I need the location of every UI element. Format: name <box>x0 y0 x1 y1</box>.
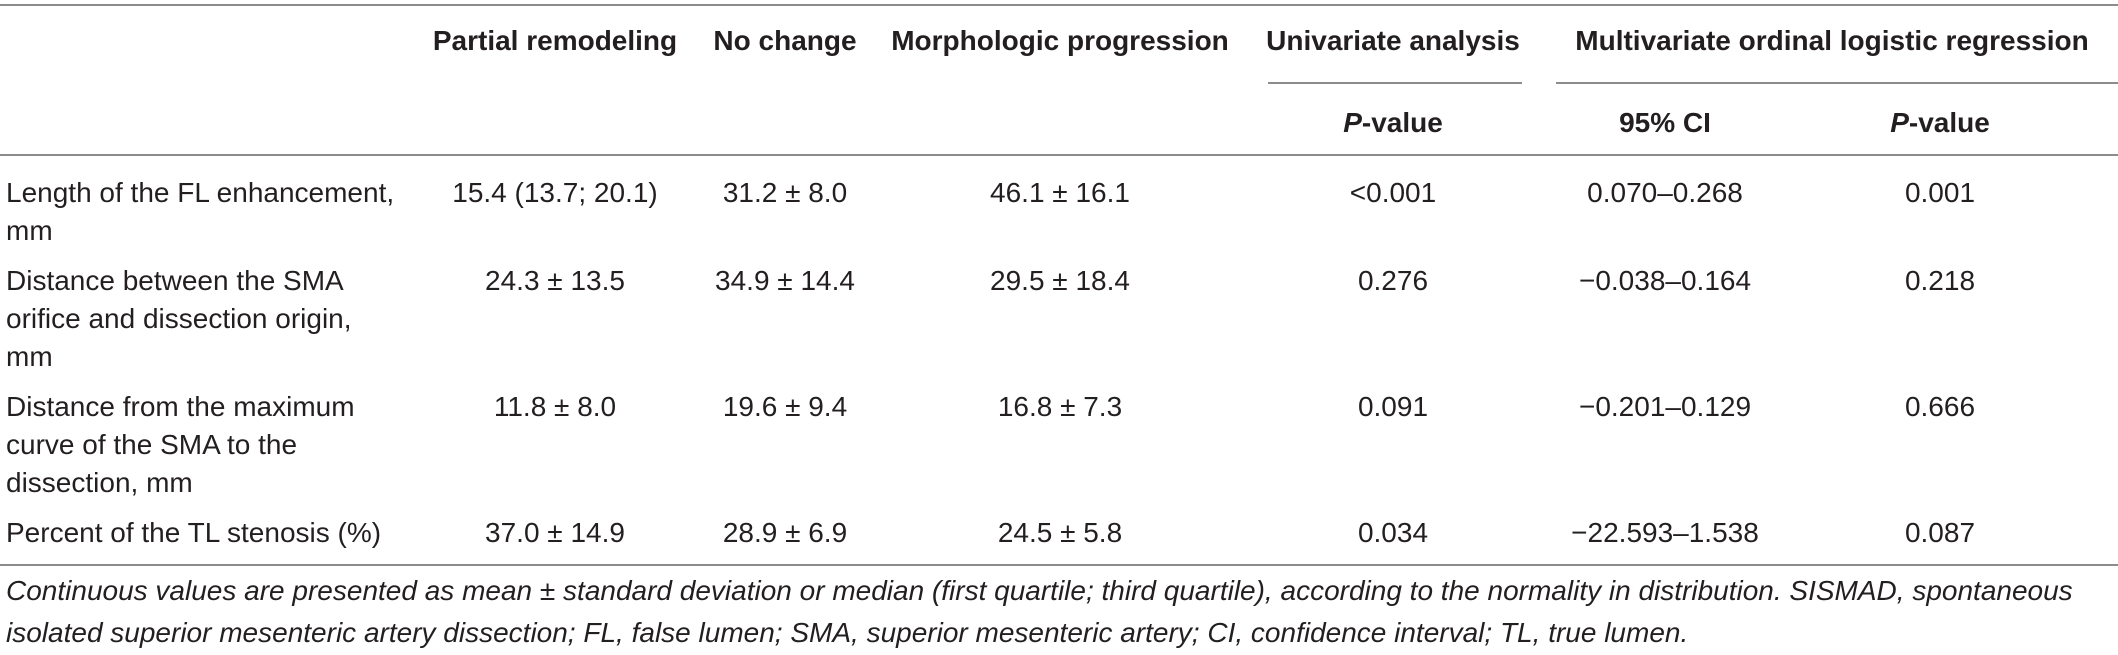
cell-partial-remodeling: 15.4 (13.7; 20.1) <box>452 177 658 208</box>
row-label: Percent of the TL stenosis (%) <box>6 517 382 548</box>
header-bottom-rule <box>0 154 2118 156</box>
cell-no-change: 28.9 ± 6.9 <box>722 517 848 548</box>
cell-multivariate-p: 0.666 <box>1904 391 1976 422</box>
header-univariate-analysis: Univariate analysis <box>1266 25 1520 56</box>
cell-morphologic-progression: 46.1 ± 16.1 <box>990 177 1130 208</box>
cell-morphologic-progression: 16.8 ± 7.3 <box>997 391 1123 422</box>
header-morphologic-progression: Morphologic progression <box>891 25 1229 56</box>
cell-partial-remodeling: 37.0 ± 14.9 <box>485 517 625 548</box>
cell-univariate-p: 0.034 <box>1357 517 1429 548</box>
row-label: Length of the FL enhancement, mm <box>6 177 395 246</box>
cell-morphologic-progression: 29.5 ± 18.4 <box>990 265 1130 296</box>
header-multivariate-regression: Multivariate ordinal logistic regression <box>1575 25 2089 56</box>
cell-ci: 0.070–0.268 <box>1587 177 1743 208</box>
table-top-rule <box>0 4 2118 6</box>
row-label: Distance between the SMA orifice and dis… <box>6 265 352 372</box>
cell-no-change: 19.6 ± 9.4 <box>722 391 848 422</box>
header-partial-remodeling: Partial remodeling <box>432 25 678 56</box>
cell-multivariate-p: 0.087 <box>1904 517 1976 548</box>
cell-ci: −22.593–1.538 <box>1571 517 1759 548</box>
cell-partial-remodeling: 24.3 ± 13.5 <box>485 265 625 296</box>
cell-no-change: 31.2 ± 8.0 <box>722 177 848 208</box>
cell-ci: −0.201–0.129 <box>1578 391 1752 422</box>
multivariate-group-rule <box>1556 82 2118 84</box>
row-label: Distance from the maximum curve of the S… <box>6 391 355 498</box>
cell-no-change: 34.9 ± 14.4 <box>715 265 855 296</box>
cell-ci: −0.038–0.164 <box>1578 265 1752 296</box>
cell-univariate-p: 0.091 <box>1357 391 1429 422</box>
subheader-univariate-p-value: P-value <box>1343 107 1443 138</box>
cell-partial-remodeling: 11.8 ± 8.0 <box>493 391 617 422</box>
table-bottom-rule <box>0 564 2118 566</box>
table-footnote: Continuous values are presented as mean … <box>6 575 2073 648</box>
header-no-change: No change <box>713 25 857 56</box>
cell-multivariate-p: 0.218 <box>1904 265 1976 296</box>
cell-univariate-p: <0.001 <box>1349 177 1437 208</box>
subheader-multivariate-p-value: P-value <box>1890 107 1990 138</box>
subheader-95-ci: 95% CI <box>1619 107 1711 138</box>
cell-univariate-p: 0.276 <box>1357 265 1429 296</box>
cell-morphologic-progression: 24.5 ± 5.8 <box>997 517 1123 548</box>
univariate-group-rule <box>1268 82 1522 84</box>
cell-multivariate-p: 0.001 <box>1904 177 1976 208</box>
